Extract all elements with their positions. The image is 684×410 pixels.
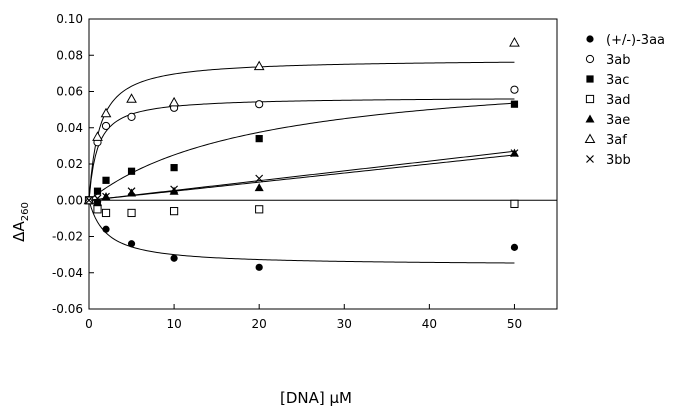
x-tick-label: 30	[337, 317, 352, 331]
y-axis-title-base: ΔA	[10, 221, 28, 242]
legend-label: 3ae	[606, 113, 630, 128]
y-tick-label: 0.08	[56, 48, 83, 62]
fit-curve	[88, 200, 515, 264]
data-point	[169, 207, 179, 216]
data-point	[101, 121, 111, 131]
data-point	[170, 164, 178, 172]
legend-label: 3bb	[606, 153, 631, 168]
data-point	[126, 93, 137, 103]
fit-curve	[88, 154, 515, 201]
data-point	[255, 174, 264, 183]
data-point	[169, 186, 179, 195]
data-point	[102, 176, 110, 184]
data-point	[92, 131, 103, 141]
data-point	[127, 188, 137, 197]
data-point	[93, 187, 102, 195]
y-tick-label: 0.04	[56, 121, 83, 135]
data-point	[101, 208, 111, 218]
data-point	[170, 185, 179, 194]
legend-label: 3ad	[606, 93, 631, 108]
y-axis-title: ΔA260	[10, 202, 31, 242]
legend-marker	[585, 94, 595, 104]
y-axis-title-subscript: 260	[20, 202, 31, 221]
legend: (+/-)-3aa 3ab 3ac 3ad 3ae 3af 3bb	[584, 33, 665, 168]
data-point	[510, 85, 519, 94]
y-tick-label: 0.02	[56, 157, 83, 171]
legend-marker	[586, 155, 594, 163]
legend-marker	[584, 133, 596, 143]
x-tick-label: 20	[252, 317, 267, 331]
data-point	[510, 149, 519, 158]
fit-curve	[88, 102, 515, 201]
x-tick-label: 0	[85, 317, 93, 331]
legend-marker	[585, 54, 595, 64]
data-point	[255, 135, 263, 143]
fit-curve	[88, 98, 515, 201]
data-point	[253, 60, 265, 71]
y-tick-label: 0.06	[56, 85, 83, 99]
data-point	[102, 225, 110, 233]
data-point	[168, 96, 180, 107]
data-point	[93, 194, 102, 203]
legend-label: 3ac	[606, 73, 629, 88]
data-point	[254, 183, 264, 192]
data-point	[510, 199, 519, 208]
data-point	[93, 197, 103, 206]
plot-area: -0.06 -0.04 -0.02 0.00 0.02 0.04 0.06 0.08 0.10 0…	[52, 12, 558, 331]
data-point	[510, 243, 519, 251]
fit-curve	[88, 150, 515, 201]
data-point	[127, 187, 136, 196]
y-tick-label: -0.02	[52, 230, 83, 244]
data-point	[255, 263, 263, 271]
legend-label: 3ab	[606, 53, 631, 68]
y-tick-label: 0.10	[56, 12, 83, 26]
fit-curves	[88, 61, 515, 264]
x-axis-title: [DNA] μM	[280, 389, 352, 407]
legend-marker	[586, 75, 594, 83]
data-markers	[83, 37, 520, 271]
data-point	[127, 112, 136, 121]
data-point	[102, 192, 110, 201]
legend-label: 3af	[606, 133, 627, 148]
x-tick-label: 10	[166, 317, 181, 331]
x-tick-label: 40	[422, 317, 437, 331]
y-tick-label: -0.06	[52, 302, 83, 316]
legend-label: (+/-)-3aa	[606, 33, 665, 48]
fit-curve	[88, 61, 515, 201]
data-point	[85, 196, 93, 205]
x-tick-label: 50	[507, 317, 522, 331]
legend-marker	[586, 35, 594, 43]
data-point	[255, 205, 264, 214]
data-point	[509, 37, 520, 47]
y-tick-label: 0.00	[56, 193, 83, 207]
data-point	[170, 254, 178, 262]
y-tick-label: -0.04	[52, 266, 83, 280]
data-point	[127, 167, 136, 175]
data-point	[100, 107, 112, 118]
data-point	[510, 100, 519, 108]
data-point	[93, 205, 102, 214]
legend-marker	[585, 114, 595, 123]
data-point	[127, 208, 136, 218]
data-point	[255, 100, 264, 109]
data-point	[127, 240, 136, 248]
